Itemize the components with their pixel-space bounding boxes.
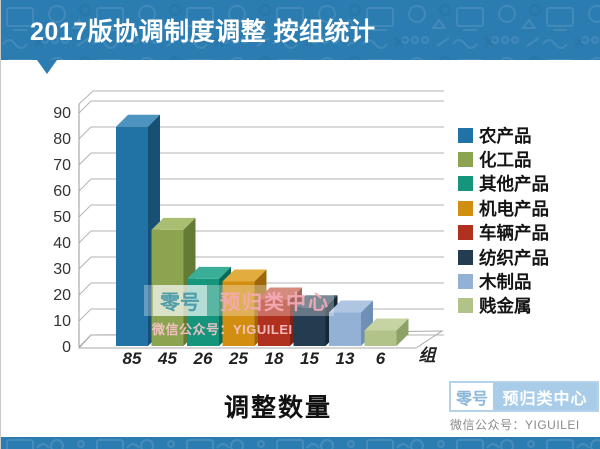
legend-label: 木制品 [479,272,532,293]
gridline-diagonal [78,100,92,114]
legend-swatch-icon [458,152,473,168]
x-tick-label: 15 [300,349,319,368]
x-axis-unit-label: 组 [419,346,438,365]
bar-front-6 [329,312,361,346]
legend-swatch-icon [458,176,473,192]
legend-item-0: 农产品 [458,123,549,147]
y-tick-label: 0 [62,339,71,356]
gridline-diagonal [78,178,92,192]
bar-top-5 [293,295,338,308]
y-tick-label: 10 [53,313,71,330]
legend-item-5: 纺织产品 [458,245,549,269]
y-tick-label: 50 [53,209,71,226]
bottom-strip [1,437,600,449]
watermark-badge: 零号 [153,285,207,316]
bar-top-7 [364,318,409,331]
legend-item-2: 其他产品 [458,172,549,196]
legend-swatch-icon [458,200,473,216]
bar-top-2 [187,266,231,279]
legend-label: 车辆产品 [479,223,549,244]
header-banner: 2017版协调制度调整 按组统计 [1,0,600,60]
legend-label: 贱金属 [479,296,532,317]
legend-swatch-icon [458,127,473,143]
legend-item-3: 机电产品 [458,196,549,220]
doodle-pattern-icon [1,0,600,60]
legend-item-6: 木制品 [458,269,549,293]
legend-item-4: 车辆产品 [458,221,549,245]
gridline-diagonal [78,230,92,244]
bar-front-7 [364,330,397,346]
bar-top-6 [329,300,373,313]
chart-watermark: 零号 预归类中心 [144,285,334,316]
x-tick-label: 85 [123,349,142,368]
x-tick-label: 6 [376,349,386,368]
wall-top-edge [78,90,444,105]
legend-label: 农产品 [479,125,532,146]
legend-swatch-icon [458,249,473,265]
legend-label: 化工品 [479,150,532,171]
y-tick-label: 90 [53,105,71,122]
page-title: 2017版协调制度调整 按组统计 [30,18,376,46]
x-tick-label: 26 [193,349,213,368]
bar-front-4 [258,299,290,346]
y-tick-label: 20 [53,287,71,304]
y-tick-label: 60 [53,183,71,200]
bar-top-4 [258,287,302,300]
gridline-diagonal [78,152,92,166]
x-tick-label: 45 [157,349,177,368]
watermark-wechat-line: 微信公众号：YIGUILEI [152,322,293,337]
legend-label: 其他产品 [479,174,549,195]
gridline-diagonal [78,282,92,296]
legend-swatch-icon [458,274,473,290]
y-tick-label: 30 [53,261,71,278]
gridline-diagonal [78,256,92,270]
brand-logo: 零号 预归类中心 [449,381,599,412]
x-tick-label: 18 [265,349,284,368]
chart-floor [77,330,444,349]
legend-item-7: 贱金属 [458,294,549,318]
logo-wechat-caption: 微信公众号：YIGUILEI [450,418,580,432]
gridline-diagonal [78,204,92,218]
bar-top-1 [151,217,196,230]
logo-name: 预归类中心 [493,383,597,410]
legend-swatch-icon [458,298,473,314]
bar-front-5 [293,307,326,346]
bar-front-0 [116,126,148,346]
banner-pointer-icon [37,60,57,74]
watermark-name: 预归类中心 [220,292,330,314]
legend-label: 机电产品 [479,198,549,219]
bar-top-3 [222,269,267,282]
bar-front-3 [222,281,255,346]
y-tick-label: 70 [53,157,71,174]
x-tick-label: 13 [336,349,355,368]
y-tick-label: 40 [53,235,71,252]
gridline-diagonal [78,126,92,140]
y-tick-label: 80 [53,131,71,148]
legend-swatch-icon [458,225,473,241]
chart-legend: 农产品化工品其他产品机电产品车辆产品纺织产品木制品贱金属 [458,123,549,318]
bar-top-0 [116,114,160,127]
bar-side-7 [396,318,409,346]
legend-item-1: 化工品 [458,147,549,171]
gridline-diagonal [78,308,92,322]
logo-badge: 零号 [451,383,493,410]
x-tick-label: 25 [228,349,248,368]
x-axis-title: 调整数量 [223,394,332,422]
legend-label: 纺织产品 [479,247,549,268]
